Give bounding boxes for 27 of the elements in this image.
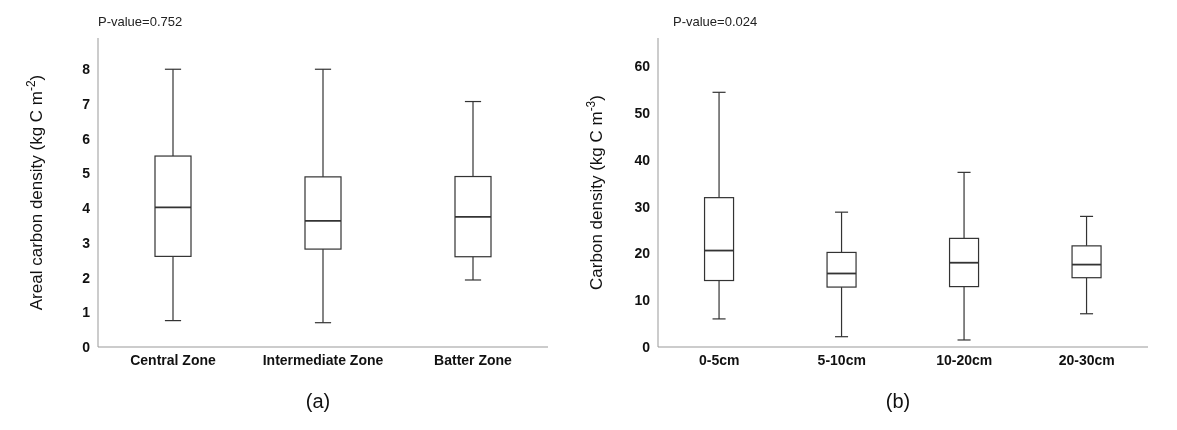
y-tick-label: 4	[82, 200, 91, 217]
text: (b)	[884, 390, 912, 413]
y-tick-label: 3	[82, 234, 91, 251]
y-tick-label: 60	[634, 58, 651, 75]
x-tick-label: 10-20cm	[936, 351, 993, 368]
x-tick-label: Central Zone	[130, 351, 216, 368]
y-tick-label: 30	[634, 198, 651, 215]
text: P-value=0.024	[673, 14, 758, 29]
y-tick-label: 5	[82, 165, 91, 182]
y-tick-label: 7	[82, 95, 91, 112]
y-tick-label: 20	[634, 245, 651, 262]
y-tick-label: 0	[642, 338, 651, 355]
y-tick-label: 6	[82, 130, 91, 147]
x-tick-label: 20-30cm	[1058, 351, 1115, 368]
x-tick-label: 5-10cm	[817, 351, 866, 368]
x-tick-label: Batter Zone	[434, 351, 513, 368]
x-tick-label: Intermediate Zone	[262, 351, 384, 368]
y-tick-label: 0	[82, 338, 91, 355]
y-tick-label: 2	[82, 269, 91, 286]
y-tick-label: 10	[634, 292, 651, 309]
y-tick-label: 8	[82, 61, 91, 78]
y-tick-label: 50	[634, 104, 651, 121]
y-tick-label: 40	[634, 151, 651, 168]
text: (a)	[304, 390, 332, 413]
x-tick-label: 0-5cm	[699, 351, 740, 368]
text: P-value=0.752	[98, 14, 183, 29]
y-tick-label: 1	[82, 304, 91, 321]
